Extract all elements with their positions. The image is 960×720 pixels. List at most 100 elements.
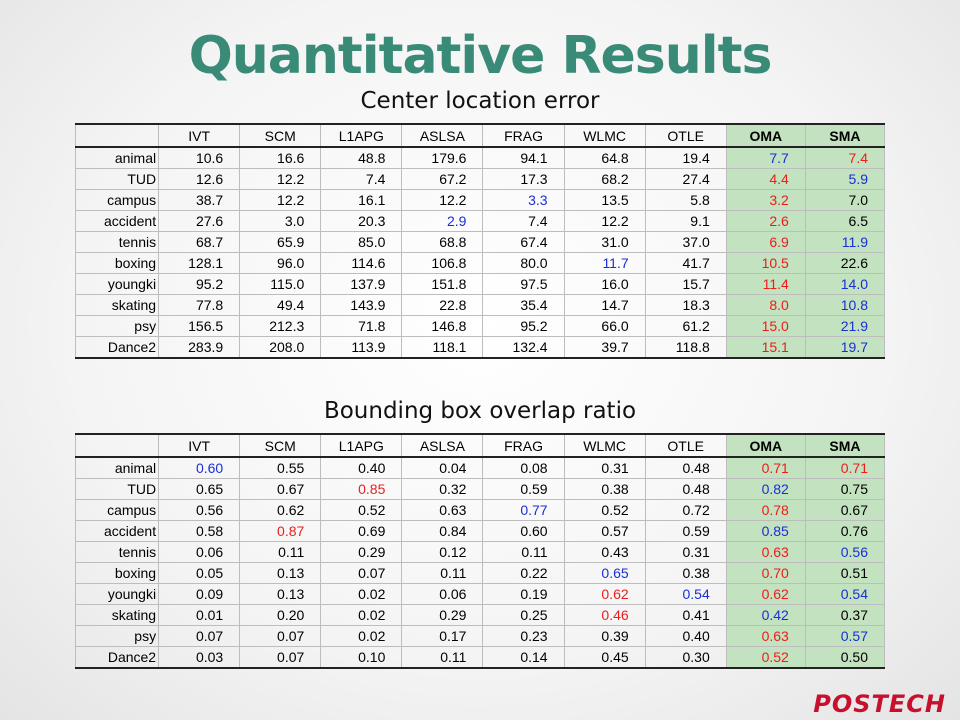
table-cell: 0.87 <box>239 520 322 542</box>
table-cell: 0.39 <box>563 625 646 647</box>
table-cell: 65.9 <box>239 231 322 253</box>
table-cell: 0.62 <box>563 583 646 605</box>
table-cell: 95.2 <box>482 315 565 337</box>
table-cell: 0.32 <box>401 478 484 500</box>
table-cell: 2.6 <box>725 210 806 232</box>
table-cell: 0.85 <box>725 520 806 542</box>
table-cell: 0.02 <box>320 583 403 605</box>
table-header-row: IVT SCM L1APG ASLSA FRAG WLMC OTLE OMA SMA <box>74 433 886 458</box>
table-cell: 12.2 <box>563 210 646 232</box>
row-label: boxing <box>74 562 160 584</box>
table-cell: 31.0 <box>563 231 646 253</box>
table-cell: 19.7 <box>804 336 886 359</box>
table-cell: 15.0 <box>725 315 806 337</box>
table-row: boxing 128.1 96.0 114.6 106.8 80.0 11.7 41.7 10.… <box>74 252 886 274</box>
table-cell: 0.07 <box>158 625 241 647</box>
column-header: WLMC <box>563 123 646 148</box>
table-cell: 85.0 <box>320 231 403 253</box>
table-cell: 0.13 <box>239 583 322 605</box>
table-cell: 151.8 <box>401 273 484 295</box>
row-label: animal <box>74 146 160 169</box>
table-cell: 0.08 <box>482 456 565 479</box>
table-cell: 0.56 <box>158 499 241 521</box>
table-cell: 68.2 <box>563 168 646 190</box>
table-cell: 0.57 <box>563 520 646 542</box>
table-cell: 0.60 <box>158 456 241 479</box>
row-label: TUD <box>74 478 160 500</box>
table-cell: 4.4 <box>725 168 806 190</box>
table-cell: 77.8 <box>158 294 241 316</box>
table-row: TUD 0.65 0.67 0.85 0.32 0.59 0.38 0.48 0.82 0.75 <box>74 478 886 500</box>
table-cell: 106.8 <box>401 252 484 274</box>
column-header: WLMC <box>563 433 646 458</box>
column-header: ASLSA <box>401 433 484 458</box>
row-label: boxing <box>74 252 160 274</box>
table-cell: 0.51 <box>804 562 886 584</box>
table-cell: 0.05 <box>158 562 241 584</box>
table-cell: 0.20 <box>239 604 322 626</box>
table-cell: 0.71 <box>804 456 886 479</box>
table-row: TUD 12.6 12.2 7.4 67.2 17.3 68.2 27.4 4.4 5.9 <box>74 168 886 190</box>
table-cell: 0.69 <box>320 520 403 542</box>
table-row: animal 10.6 16.6 48.8 179.6 94.1 64.8 19.4 7.7 7.… <box>74 146 886 169</box>
table-row: youngki 0.09 0.13 0.02 0.06 0.19 0.62 0.54 0.62 0… <box>74 583 886 605</box>
postech-logo: POSTECH <box>813 690 946 718</box>
table-cell: 0.65 <box>563 562 646 584</box>
table-cell: 21.9 <box>804 315 886 337</box>
table-cell: 15.7 <box>644 273 727 295</box>
column-header <box>74 123 160 148</box>
table-cell: 0.57 <box>804 625 886 647</box>
table-cell: 0.06 <box>158 541 241 563</box>
table-caption-overlap-ratio: Bounding box overlap ratio <box>323 398 637 424</box>
table-cell: 18.3 <box>644 294 727 316</box>
column-header <box>74 433 160 458</box>
table-cell: 0.03 <box>158 646 241 669</box>
table-row: youngki 95.2 115.0 137.9 151.8 97.5 16.0 15.7 11… <box>74 273 886 295</box>
table-cell: 0.42 <box>725 604 806 626</box>
table-row: animal 0.60 0.55 0.40 0.04 0.08 0.31 0.48 0.71 0.… <box>74 456 886 479</box>
column-header: OTLE <box>644 433 727 458</box>
row-label: Dance2 <box>74 646 160 669</box>
table-cell: 0.04 <box>401 456 484 479</box>
table-cell: 0.30 <box>644 646 727 669</box>
table-cell: 0.17 <box>401 625 484 647</box>
table-cell: 0.59 <box>482 478 565 500</box>
table-cell: 11.4 <box>725 273 806 295</box>
table-cell: 13.5 <box>563 189 646 211</box>
table-cell: 0.11 <box>401 646 484 669</box>
table-cell: 0.07 <box>320 562 403 584</box>
table-cell: 38.7 <box>158 189 241 211</box>
table-cell: 179.6 <box>401 146 484 169</box>
table-cell: 0.62 <box>239 499 322 521</box>
table-cell: 0.37 <box>804 604 886 626</box>
table-cell: 0.67 <box>804 499 886 521</box>
table-cell: 16.6 <box>239 146 322 169</box>
table-row: accident 0.58 0.87 0.69 0.84 0.60 0.57 0.59 0.85… <box>74 520 886 542</box>
table-cell: 0.52 <box>563 499 646 521</box>
table-cell: 0.22 <box>482 562 565 584</box>
table-cell: 12.6 <box>158 168 241 190</box>
table-row: campus 0.56 0.62 0.52 0.63 0.77 0.52 0.72 0.78 0.… <box>74 499 886 521</box>
table-cell: 12.2 <box>239 189 322 211</box>
table-cell: 0.55 <box>239 456 322 479</box>
table-cell: 0.14 <box>482 646 565 669</box>
table-cell: 0.72 <box>644 499 727 521</box>
table-cell: 10.8 <box>804 294 886 316</box>
row-label: skating <box>74 294 160 316</box>
table-cell: 22.6 <box>804 252 886 274</box>
table-cell: 115.0 <box>239 273 322 295</box>
table-cell: 143.9 <box>320 294 403 316</box>
table-row: psy 0.07 0.07 0.02 0.17 0.23 0.39 0.40 0.63 0.57 <box>74 625 886 647</box>
table-cell: 0.31 <box>563 456 646 479</box>
table-row: accident 27.6 3.0 20.3 2.9 7.4 12.2 9.1 2.6 6.5 <box>74 210 886 232</box>
column-header: SMA <box>804 123 886 148</box>
table-cell: 0.48 <box>644 456 727 479</box>
table-cell: 118.1 <box>401 336 484 359</box>
table-row: skating 0.01 0.20 0.02 0.29 0.25 0.46 0.41 0.42 0… <box>74 604 886 626</box>
table-cell: 208.0 <box>239 336 322 359</box>
table-cell: 0.29 <box>320 541 403 563</box>
table-cell: 17.3 <box>482 168 565 190</box>
table-cell: 0.31 <box>644 541 727 563</box>
table-row: skating 77.8 49.4 143.9 22.8 35.4 14.7 18.3 8.0 1… <box>74 294 886 316</box>
row-label: psy <box>74 315 160 337</box>
